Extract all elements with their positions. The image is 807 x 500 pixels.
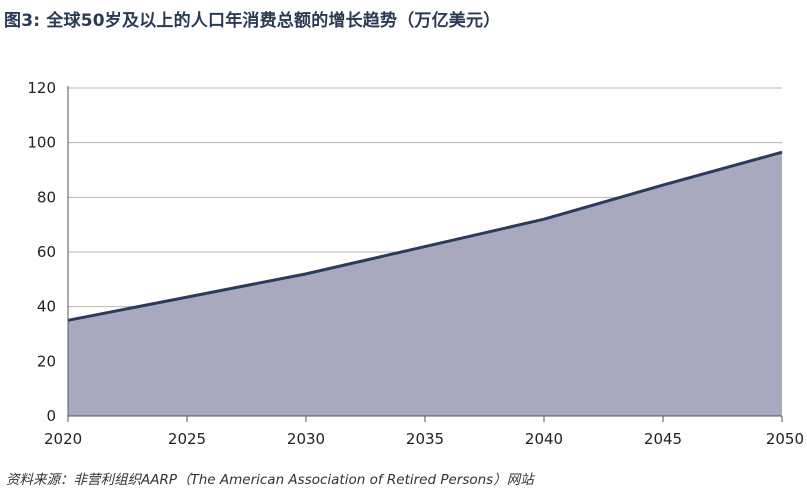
y-tick-label-60: 60 <box>37 243 56 261</box>
x-tick-label-2050: 2050 <box>766 430 804 448</box>
y-tick-label-0: 0 <box>46 407 56 425</box>
series-area-fill <box>68 152 782 416</box>
x-tick-label-2035: 2035 <box>406 430 444 448</box>
x-tick-label-2045: 2045 <box>644 430 682 448</box>
x-tick-label-2030: 2030 <box>287 430 325 448</box>
y-tick-label-20: 20 <box>37 352 56 370</box>
y-tick-label-40: 40 <box>37 298 56 316</box>
y-axis-tick-labels: 0 20 40 60 80 100 120 <box>27 79 56 425</box>
y-tick-label-120: 120 <box>27 79 56 97</box>
source-note: 资料来源：非营利组织AARP（The American Association … <box>6 472 534 488</box>
y-tick-label-80: 80 <box>37 188 56 206</box>
axes <box>67 86 783 422</box>
chart-title: 图3: 全球50岁及以上的人口年消费总额的增长趋势（万亿美元） <box>4 11 501 31</box>
y-tick-label-100: 100 <box>27 134 56 152</box>
series-line <box>67 150 783 322</box>
x-tick-label-2040: 2040 <box>525 430 563 448</box>
x-tick-label-2025: 2025 <box>168 430 206 448</box>
x-tick-label-2020: 2020 <box>44 430 82 448</box>
x-axis-tick-labels: 2020 2025 2030 2035 2040 2045 2050 <box>44 430 804 448</box>
